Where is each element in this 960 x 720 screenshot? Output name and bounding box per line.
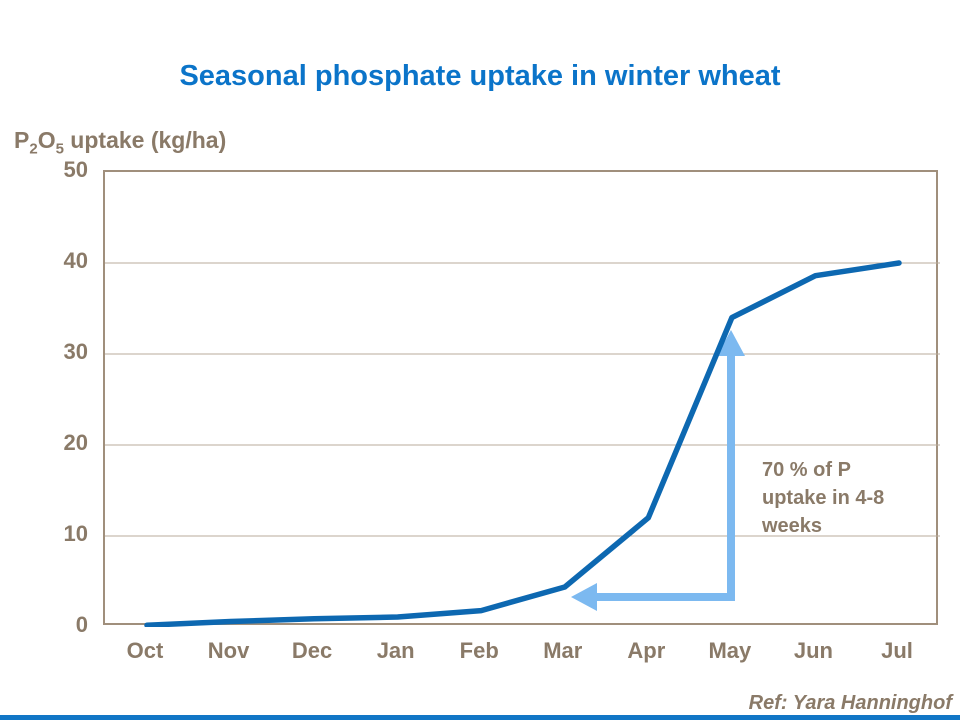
y-axis-label: P2O5 uptake (kg/ha) xyxy=(14,127,227,158)
x-tick-label: Feb xyxy=(459,638,499,663)
footer-accent-bar xyxy=(0,715,960,720)
x-tick-label: Mar xyxy=(543,638,583,663)
annotation-line: 70 % of P xyxy=(762,459,851,481)
x-tick-label: Oct xyxy=(126,638,164,663)
y-tick-label: 20 xyxy=(63,430,88,455)
x-tick-label: Jul xyxy=(881,638,913,663)
x-tick-label: May xyxy=(708,638,752,663)
y-tick-label: 0 xyxy=(75,612,88,637)
annotation-arrow xyxy=(595,352,735,601)
annotation-line: uptake in 4-8 xyxy=(762,487,885,509)
y-tick-label: 10 xyxy=(63,521,88,546)
x-tick-label: Dec xyxy=(291,638,333,663)
arrowhead-up-icon xyxy=(717,330,745,356)
annotation-line: weeks xyxy=(762,515,823,537)
plot-area xyxy=(103,170,940,627)
x-tick-label: Jan xyxy=(376,638,415,663)
chart-title: Seasonal phosphate uptake in winter whea… xyxy=(179,60,781,92)
reference-note: Ref: Yara Hanninghof xyxy=(748,692,952,714)
arrowhead-left-icon xyxy=(571,583,597,611)
uptake-line xyxy=(144,260,902,627)
annotation-text: 70 % of P uptake in 4-8 weeks xyxy=(762,456,952,540)
x-tick-label: Jun xyxy=(793,638,833,663)
y-tick-label: 50 xyxy=(63,157,88,182)
y-tick-label: 40 xyxy=(63,248,88,273)
chart-svg xyxy=(105,260,940,627)
y-tick-label: 30 xyxy=(63,339,88,364)
x-tick-label: Apr xyxy=(627,638,666,663)
x-tick-label: Nov xyxy=(207,638,250,663)
